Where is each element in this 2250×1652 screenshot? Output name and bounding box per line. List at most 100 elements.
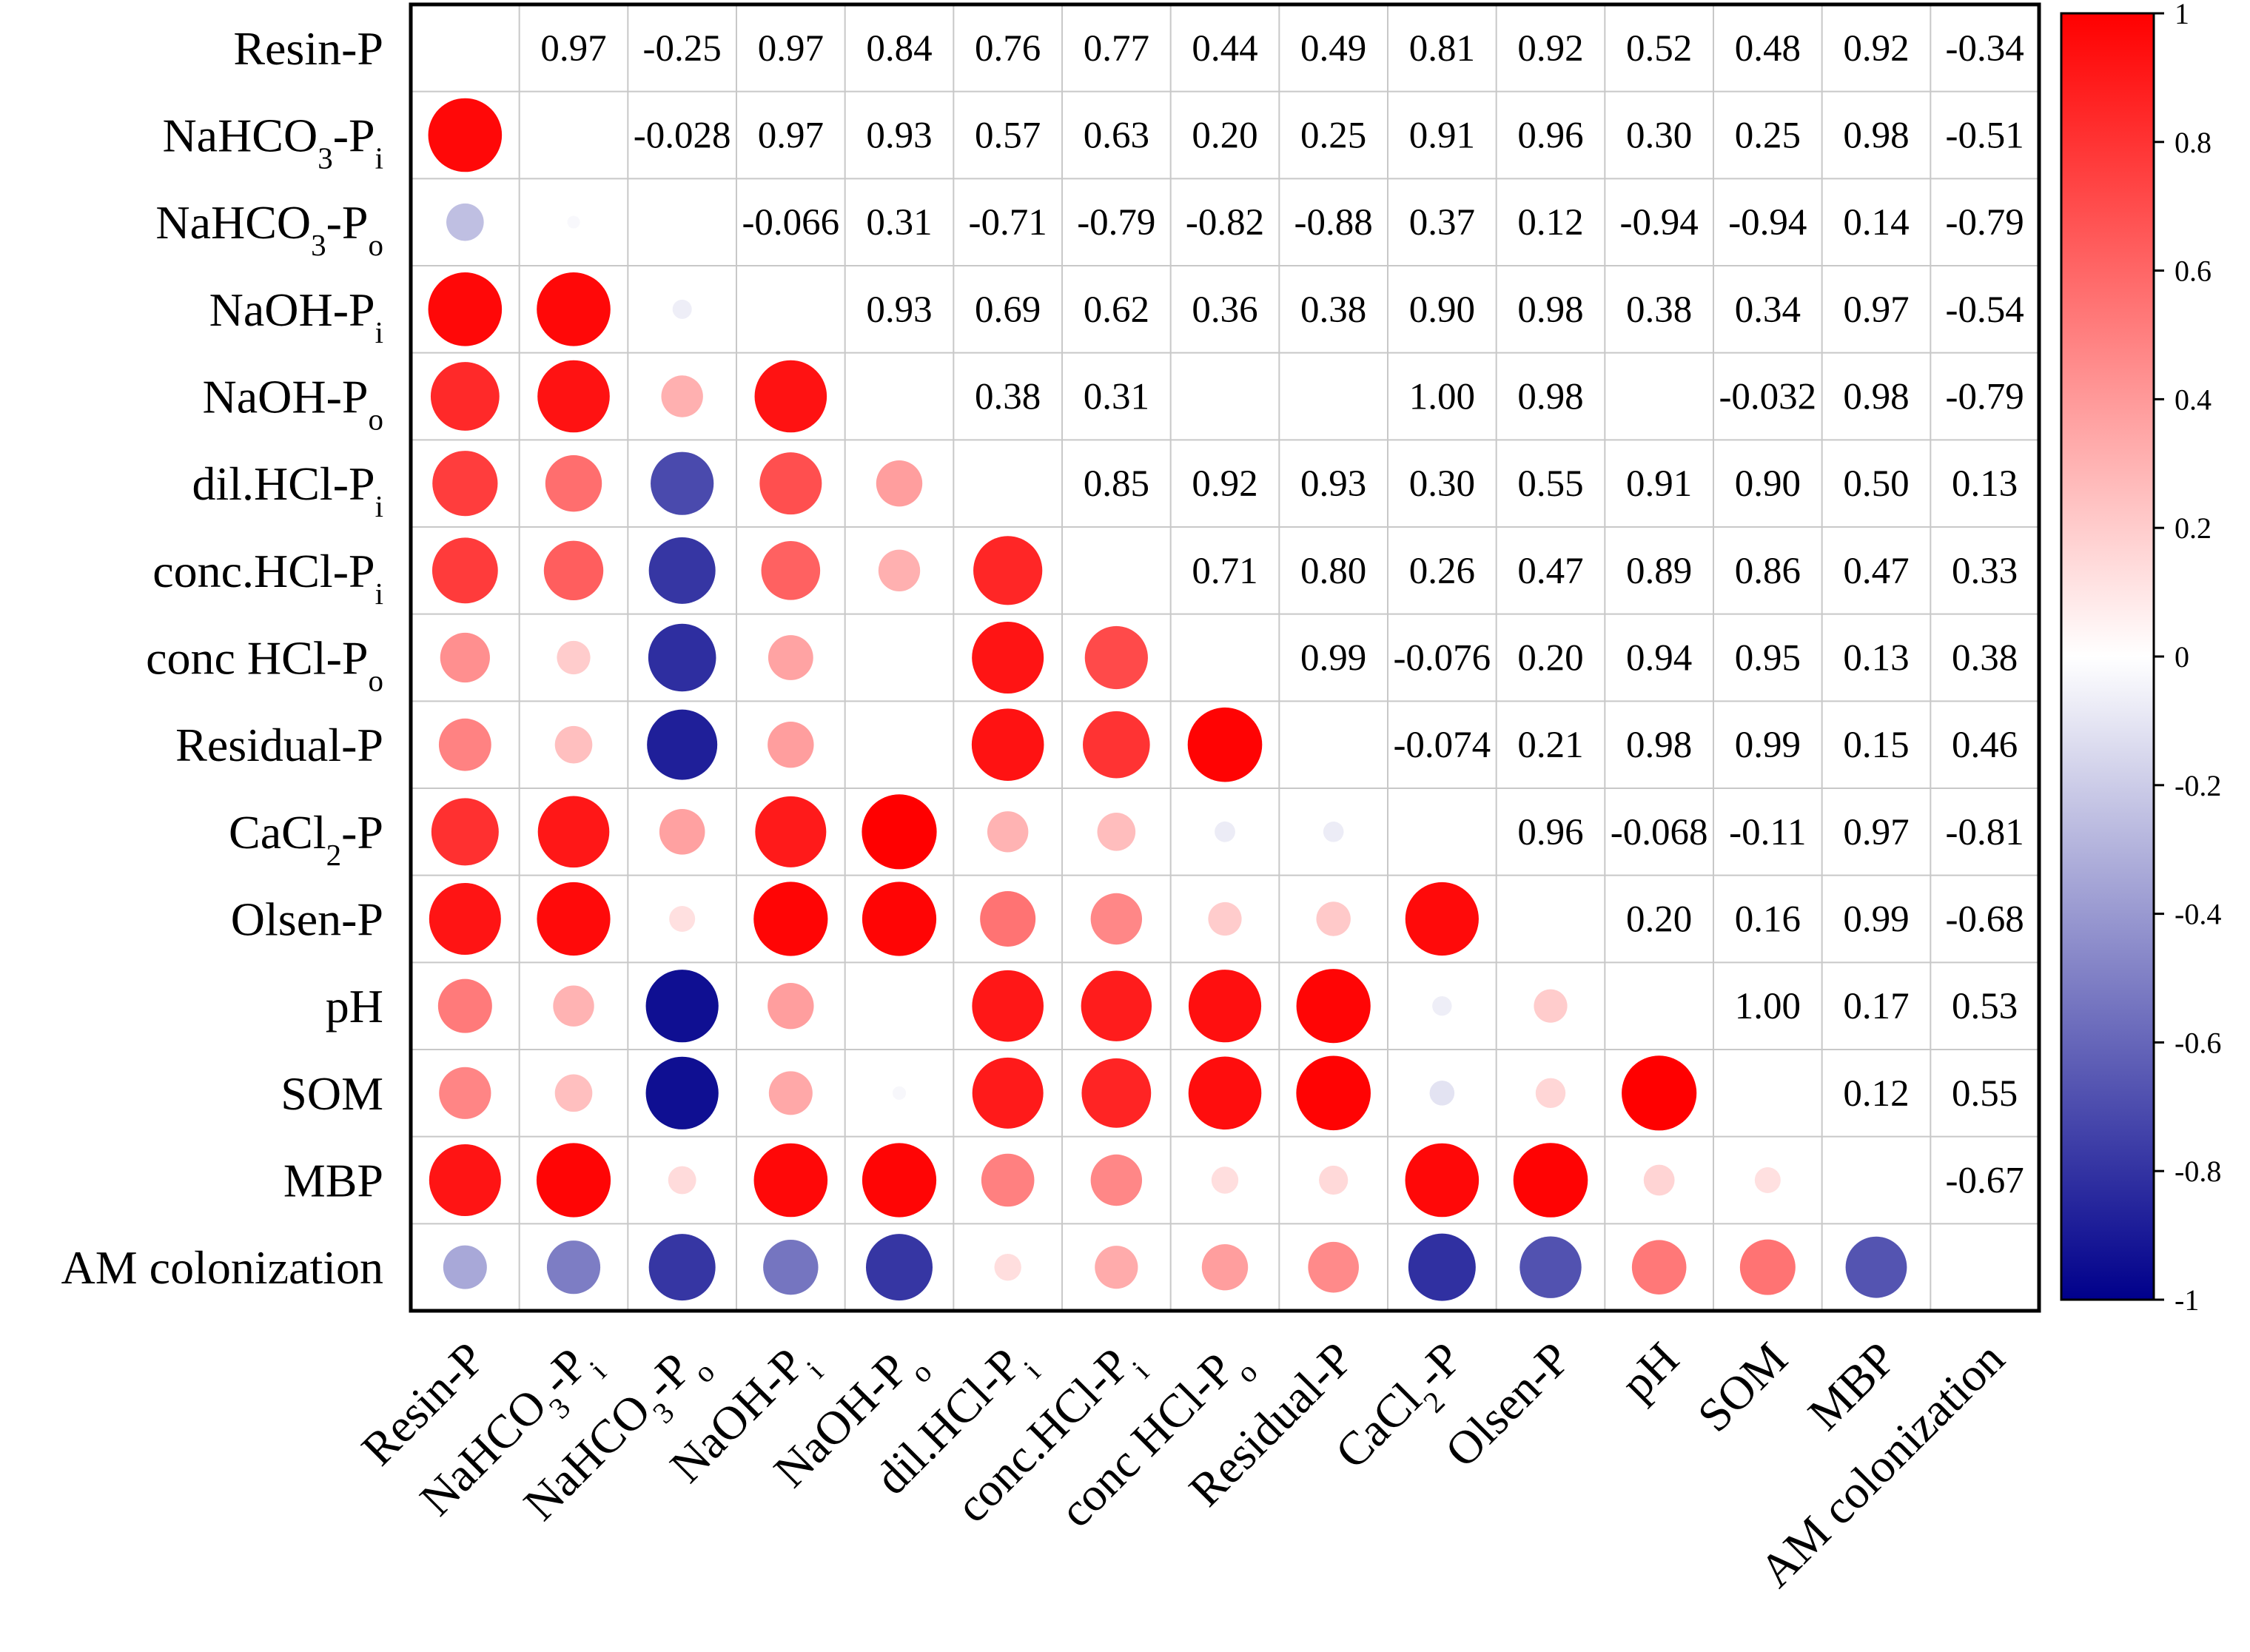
colorbar-tick-label: 0.6 [2175,255,2212,288]
corr-circle-dil-hcl-pi-resin-p [432,451,498,517]
corr-circle-mbp-dil-hcl-pi [981,1153,1035,1207]
corr-value-dil-hcl-pi-residual-p: 0.93 [1300,463,1366,505]
row-label-conc-hcl-po: conc HCl-Po [146,632,383,698]
corr-circle-am-colonization-dil-hcl-pi [994,1253,1021,1281]
row-label-conc-hcl-pi: conc.HCl-Pi [152,545,383,611]
corr-circle-am-colonization-naoh-po [866,1234,933,1301]
corr-value-residual-p-som: 0.99 [1735,725,1801,766]
corr-value-dil-hcl-pi-mbp: 0.50 [1843,463,1909,505]
colorbar-tick-label: 0.2 [2175,511,2212,545]
corr-value-conc-hcl-po-mbp: 0.13 [1843,638,1909,679]
corr-circle-cacl2-p-nahco3-po [659,809,705,855]
corr-value-residual-p-olsen-p: 0.21 [1517,725,1583,766]
row-label-dil-hcl-pi: dil.HCl-Pi [192,457,383,523]
colorbar-tick-label: -0.4 [2175,898,2221,931]
corr-circle-am-colonization-residual-p [1308,1241,1359,1293]
corr-circle-naoh-po-resin-p [430,362,500,431]
corr-circle-residual-p-conc-hcl-po [1187,707,1263,782]
corr-circle-cacl2-p-naoh-po [862,794,937,870]
corr-value-nahco3-pi-mbp: 0.98 [1843,115,1909,157]
colorbar: 1 0.8 0.6 0.4 0.2 0 -0.2 -0.4 -0.6 -0.8 -1 [2060,0,2221,1317]
corr-value-conc-hcl-pi-mbp: 0.47 [1843,551,1909,592]
corr-value-cacl2-p-som: -0.11 [1729,812,1806,853]
corr-value-som-am-colonization: 0.55 [1952,1073,2018,1115]
colorbar-tick-label: -0.8 [2175,1155,2221,1188]
corr-circle-residual-p-dil-hcl-pi [971,708,1044,781]
corr-value-conc-hcl-pi-cacl2-p: 0.26 [1409,551,1475,592]
corr-value-nahco3-pi-conc-hcl-po: 0.20 [1192,115,1257,157]
corr-value-dil-hcl-pi-ph: 0.91 [1626,463,1692,505]
corr-value-nahco3-pi-residual-p: 0.25 [1300,115,1366,157]
corr-circle-mbp-nahco3-po [668,1166,696,1195]
corr-value-cacl2-p-olsen-p: 0.96 [1517,812,1583,853]
corr-circle-mbp-naoh-po [862,1143,937,1218]
corr-circle-conc-hcl-pi-resin-p [431,537,498,604]
corr-circle-conc-hcl-pi-nahco3-pi [543,540,604,601]
corr-circle-naoh-pi-nahco3-po [672,299,692,319]
corr-value-nahco3-po-ph: -0.94 [1620,202,1699,244]
corr-value-conc-hcl-pi-conc-hcl-po: 0.71 [1192,551,1257,592]
corr-circle-residual-p-conc-hcl-pi [1083,711,1150,779]
corr-circle-cacl2-p-nahco3-pi [537,796,610,868]
corr-circle-cacl2-p-resin-p [431,798,499,866]
corr-circle-am-colonization-resin-p [443,1245,487,1289]
colorbar-ticks: 1 0.8 0.6 0.4 0.2 0 -0.2 -0.4 -0.6 -0.8 -1 [2154,0,2221,1317]
corr-circle-som-cacl2-p [1429,1081,1455,1106]
corr-value-conc-hcl-po-olsen-p: 0.20 [1517,638,1583,679]
corr-circle-mbp-cacl2-p [1405,1143,1480,1218]
corr-circle-som-olsen-p [1535,1078,1566,1109]
corr-value-conc-hcl-po-residual-p: 0.99 [1300,638,1366,679]
corr-value-nahco3-pi-som: 0.25 [1735,115,1801,157]
col-label-som: SOM [1688,1332,1797,1442]
corr-circle-nahco3-pi-resin-p [428,98,503,172]
corr-value-naoh-pi-cacl2-p: 0.90 [1409,289,1475,331]
corr-value-conc-hcl-po-ph: 0.94 [1626,638,1692,679]
corr-value-dil-hcl-pi-am-colonization: 0.13 [1952,463,2018,505]
corr-value-residual-p-cacl2-p: -0.074 [1393,725,1491,766]
row-label-mbp: MBP [283,1155,383,1207]
corr-value-naoh-pi-naoh-po: 0.93 [866,289,932,331]
corr-circle-som-residual-p [1296,1055,1371,1131]
corr-value-conc-hcl-pi-som: 0.86 [1735,551,1801,592]
corr-value-nahco3-po-am-colonization: -0.79 [1946,202,2024,244]
corr-value-conc-hcl-po-som: 0.95 [1735,638,1801,679]
corr-value-nahco3-po-dil-hcl-pi: -0.71 [969,202,1047,244]
corr-value-residual-p-mbp: 0.15 [1843,725,1909,766]
corr-circle-am-colonization-nahco3-po [648,1234,716,1301]
corr-value-olsen-p-ph: 0.20 [1626,899,1692,941]
corr-circle-ph-nahco3-pi [553,985,594,1027]
corr-circle-residual-p-nahco3-po [647,709,718,780]
row-label-nahco3-pi: NaHCO3-Pi [162,110,383,175]
colorbar-tick-label: 0.8 [2175,126,2212,159]
corr-value-resin-p-nahco3-po: -0.25 [643,28,722,70]
corr-value-mbp-am-colonization: -0.67 [1946,1161,2024,1202]
corr-circle-naoh-po-nahco3-pi [537,360,610,433]
corr-circle-am-colonization-conc-hcl-po [1201,1243,1249,1291]
corr-circle-ph-resin-p [437,978,492,1033]
colorbar-gradient [2060,12,2155,1301]
corr-value-naoh-pi-residual-p: 0.38 [1300,289,1366,331]
corr-circle-mbp-ph [1643,1164,1675,1196]
corr-value-resin-p-nahco3-pi: 0.97 [540,28,606,70]
row-label-olsen-p: Olsen-P [231,893,383,946]
corr-circle-conc-hcl-pi-naoh-pi [761,541,821,600]
row-label-nahco3-po: NaHCO3-Po [155,196,383,262]
corr-circle-olsen-p-nahco3-po [669,906,696,932]
corr-value-nahco3-po-residual-p: -0.88 [1294,202,1373,244]
corr-circle-residual-p-naoh-pi [768,721,814,768]
corr-value-nahco3-po-som: -0.94 [1728,202,1807,244]
corr-value-resin-p-conc-hcl-po: 0.44 [1192,28,1257,70]
corr-value-cacl2-p-ph: -0.068 [1611,812,1708,853]
corr-value-ph-som: 1.00 [1735,986,1801,1027]
corr-circle-conc-hcl-po-conc-hcl-pi [1084,625,1148,690]
corr-circle-residual-p-nahco3-pi [554,725,593,764]
corr-value-residual-p-ph: 0.98 [1626,725,1692,766]
corr-value-conc-hcl-po-am-colonization: 0.38 [1952,638,2018,679]
corr-value-nahco3-pi-nahco3-po: -0.028 [634,115,731,157]
corr-circle-cacl2-p-conc-hcl-pi [1097,813,1136,851]
corr-circle-ph-nahco3-po [645,970,719,1043]
corr-value-olsen-p-som: 0.16 [1735,899,1801,941]
corr-circle-ph-conc-hcl-pi [1081,970,1152,1041]
corr-circle-olsen-p-residual-p [1316,901,1351,936]
corr-value-resin-p-conc-hcl-pi: 0.77 [1084,28,1149,70]
